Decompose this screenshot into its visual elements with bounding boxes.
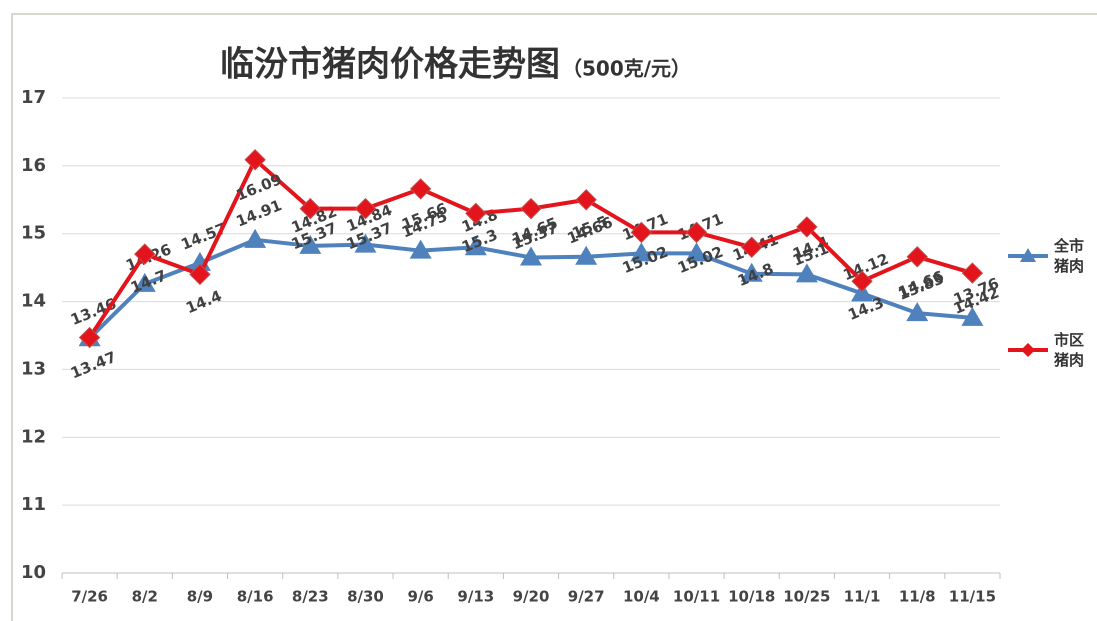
data-label: 14.8: [735, 260, 776, 291]
point-marker: [575, 189, 597, 211]
x-tick-label: 10/11: [673, 588, 720, 606]
x-tick-label: 10/18: [728, 588, 775, 606]
x-tick-label: 8/16: [237, 588, 274, 606]
point-marker: [134, 243, 156, 265]
x-tick-label: 9/6: [407, 588, 433, 606]
point-marker: [796, 216, 818, 238]
y-tick-label: 14: [21, 291, 46, 312]
point-marker: [520, 246, 542, 266]
y-tick-label: 16: [21, 155, 46, 176]
x-tick-label: 11/8: [899, 588, 936, 606]
point-marker: [133, 272, 156, 292]
y-tick-label: 10: [21, 562, 46, 583]
x-tick-label: 8/9: [187, 588, 213, 606]
point-marker: [244, 228, 267, 248]
chart-title: 临汾市猪肉价格走势图: [220, 45, 560, 85]
point-marker: [961, 306, 984, 326]
point-marker: [244, 149, 266, 171]
data-label: 14.57: [178, 219, 229, 253]
data-label: 13.46: [68, 295, 119, 329]
data-label: 14.66: [896, 267, 947, 301]
point-marker: [354, 233, 377, 253]
point-marker: [961, 262, 984, 284]
legend-label: 市区猪肉: [1054, 331, 1085, 369]
data-label: 14.4: [183, 287, 224, 318]
point-marker: [630, 242, 653, 262]
x-tick-label: 7/26: [71, 588, 108, 606]
point-marker: [906, 246, 928, 268]
x-tick-label: 10/25: [783, 588, 830, 606]
legend-swatch: [1008, 343, 1048, 357]
point-marker: [740, 236, 763, 258]
x-tick-label: 8/30: [347, 588, 384, 606]
point-marker: [685, 242, 708, 262]
x-tick-label: 11/1: [844, 588, 881, 606]
point-marker: [906, 302, 929, 322]
point-marker: [630, 221, 653, 244]
y-tick-label: 17: [21, 87, 46, 108]
chart-subtitle: （500克/元）: [562, 57, 691, 81]
x-tick-label: 9/27: [568, 588, 605, 606]
legend-label: 全市猪肉: [1054, 237, 1085, 275]
point-marker: [520, 197, 542, 220]
x-tick-label: 9/13: [457, 588, 494, 606]
point-marker: [795, 263, 818, 283]
point-marker: [78, 326, 101, 349]
point-marker: [465, 202, 487, 225]
y-tick-label: 13: [21, 358, 46, 379]
data-label: 15.02: [675, 243, 726, 277]
legend-item: 全市猪肉: [1008, 236, 1088, 276]
point-marker: [409, 239, 432, 259]
legend-swatch: [1008, 248, 1048, 262]
point-marker: [189, 263, 211, 286]
point-marker: [409, 178, 432, 200]
point-marker: [685, 221, 708, 244]
legend-item: 市区猪肉: [1008, 330, 1088, 370]
y-tick-label: 12: [21, 426, 46, 447]
data-label: 15.02: [620, 243, 671, 277]
x-tick-label: 10/4: [623, 588, 660, 606]
data-label: 13.47: [68, 348, 119, 382]
point-marker: [575, 245, 598, 265]
y-tick-label: 11: [21, 494, 46, 515]
x-tick-label: 11/15: [949, 588, 996, 606]
point-marker: [299, 197, 322, 220]
point-marker: [740, 262, 763, 282]
chart-frame: [11, 13, 1097, 621]
point-marker: [354, 197, 377, 220]
x-tick-label: 8/2: [132, 588, 158, 606]
x-tick-label: 9/20: [513, 588, 550, 606]
point-marker: [851, 282, 874, 302]
x-tick-label: 8/23: [292, 588, 329, 606]
point-marker: [851, 270, 873, 292]
point-marker: [464, 236, 487, 256]
data-label: 14.3: [845, 293, 886, 324]
y-tick-label: 15: [21, 223, 46, 244]
point-marker: [299, 234, 322, 254]
